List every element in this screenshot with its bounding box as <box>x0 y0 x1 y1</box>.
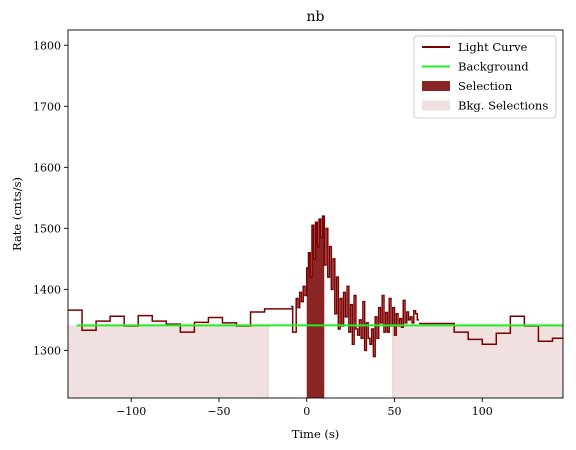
x-tick-label: −100 <box>116 405 146 418</box>
selection-region <box>306 216 325 398</box>
x-tick-label: −50 <box>207 405 230 418</box>
legend: Light Curve Background Selection Bkg. Selec… <box>413 35 557 119</box>
axes: −100 −50 0 50 100 1300 1400 1500 1600 1700 1800 <box>33 29 564 418</box>
legend-box <box>413 35 557 119</box>
legend-swatch <box>422 100 450 111</box>
bkg-selection-region-0 <box>68 325 269 398</box>
y-tick-label: 1700 <box>33 100 61 113</box>
chart-title: nb <box>307 9 325 25</box>
y-tick-label: 1800 <box>33 39 61 52</box>
x-axis-label: Time (s) <box>292 427 340 441</box>
axes-frame <box>67 29 564 399</box>
legend-label: Light Curve <box>458 40 528 54</box>
x-tick-label: 50 <box>387 405 401 418</box>
y-tick-label: 1400 <box>33 283 61 296</box>
legend-swatch <box>422 81 450 91</box>
y-tick-label: 1500 <box>33 222 61 235</box>
legend-label: Background <box>458 60 529 74</box>
x-tick-label: 0 <box>303 405 310 418</box>
bkg-selection-region-1 <box>392 325 563 398</box>
y-axis-label: Rate (cnts/s) <box>10 177 24 251</box>
x-tick-label: 100 <box>472 405 493 418</box>
y-tick-label: 1300 <box>33 344 61 357</box>
plot-area <box>68 215 563 398</box>
y-tick-label: 1600 <box>33 161 61 174</box>
legend-label: Selection <box>458 79 513 93</box>
legend-label: Bkg. Selections <box>458 99 548 113</box>
light-curve-segment-1 <box>290 215 420 358</box>
